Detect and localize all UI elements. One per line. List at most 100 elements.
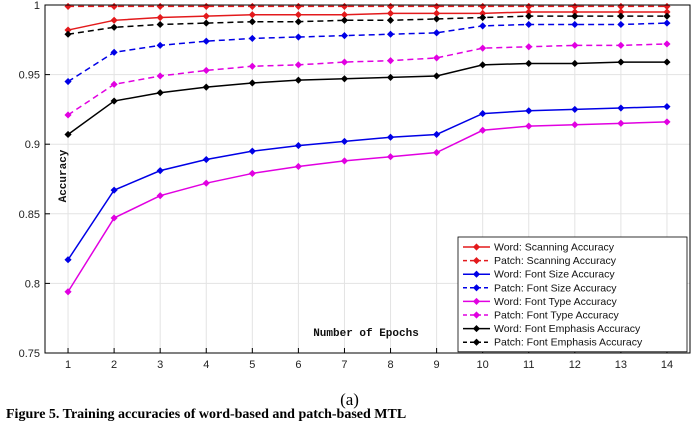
data-point <box>202 66 210 74</box>
data-point <box>386 9 395 17</box>
data-point <box>617 12 625 20</box>
data-point <box>617 119 625 127</box>
series-line <box>67 43 667 116</box>
data-point <box>617 58 625 66</box>
x-tick-label: 6 <box>295 359 301 371</box>
legend-label: Patch: Font Type Accuracy <box>494 310 619 322</box>
data-point <box>248 18 256 26</box>
legend-label: Word: Font Size Accuracy <box>494 269 615 281</box>
series-line <box>67 11 667 31</box>
data-point <box>248 62 256 70</box>
legend-item: Patch: Font Emphasis Accuracy <box>463 337 643 349</box>
data-point <box>663 19 671 27</box>
series-8 <box>64 12 671 38</box>
data-point <box>248 11 256 19</box>
data-point <box>202 179 210 187</box>
data-point <box>294 142 302 150</box>
data-point <box>110 97 118 105</box>
data-point <box>64 256 72 264</box>
legend-marker <box>472 243 481 251</box>
data-point <box>248 34 256 42</box>
legend-item: Word: Scanning Accuracy <box>463 242 615 254</box>
legend-marker <box>472 338 481 346</box>
legend-marker <box>472 270 481 278</box>
data-point <box>294 76 302 84</box>
series-line <box>67 15 667 35</box>
data-point <box>433 130 441 139</box>
data-point <box>110 16 118 24</box>
data-point <box>340 16 349 24</box>
data-point <box>386 133 395 141</box>
x-tick-label: 8 <box>387 359 393 371</box>
data-point <box>617 20 625 29</box>
data-point <box>294 18 302 26</box>
data-point <box>294 162 302 171</box>
data-point <box>64 288 72 296</box>
data-point <box>479 13 487 22</box>
data-point <box>340 157 349 165</box>
data-point <box>340 58 349 66</box>
data-point <box>571 105 579 113</box>
series-6 <box>64 40 671 119</box>
data-point <box>663 118 671 126</box>
legend-item: Patch: Scanning Accuracy <box>463 255 617 267</box>
x-axis-title: Number of Epochs <box>313 328 419 340</box>
figure-caption: Figure 5. Training accuracies of word-ba… <box>6 407 407 422</box>
y-tick-label: 0.85 <box>19 209 40 221</box>
series-7 <box>64 58 671 139</box>
data-point <box>617 104 625 112</box>
data-point <box>571 121 579 129</box>
legend-marker <box>472 297 481 305</box>
legend-marker <box>472 284 481 292</box>
legend-label: Patch: Font Size Accuracy <box>494 282 617 294</box>
legend-label: Word: Font Emphasis Accuracy <box>494 323 641 335</box>
y-axis-title: Accuracy <box>58 149 70 202</box>
data-point <box>571 59 579 68</box>
legend-box <box>457 236 688 353</box>
data-point <box>433 15 441 23</box>
data-point <box>64 130 72 139</box>
data-point <box>64 30 72 38</box>
data-point <box>525 59 533 68</box>
data-point <box>386 16 395 24</box>
data-point <box>571 12 579 20</box>
data-point <box>156 13 164 22</box>
legend-marker <box>472 311 481 319</box>
data-point <box>386 30 395 38</box>
data-point <box>571 41 579 49</box>
data-point <box>663 12 671 20</box>
data-point <box>110 80 118 88</box>
data-point <box>433 29 441 37</box>
x-tick-label: 12 <box>569 359 581 371</box>
y-tick-label: 0.95 <box>19 70 40 82</box>
series-4 <box>64 19 671 86</box>
accuracy-line-chart: 1 2 3 4 5 6 7 8 9 10 11 12 13 140.750.80.850.90.951 A… <box>19 0 691 371</box>
legend-marker <box>472 257 481 265</box>
data-point <box>433 148 441 157</box>
x-tick-label: 7 <box>341 359 347 371</box>
data-point <box>110 186 118 194</box>
data-point <box>248 169 256 177</box>
data-point <box>479 61 487 69</box>
data-point <box>340 75 349 83</box>
data-point <box>156 89 164 97</box>
data-point <box>479 44 487 52</box>
data-point <box>156 72 164 80</box>
y-tick-label: 0.8 <box>25 278 40 290</box>
series-line <box>67 121 667 293</box>
subfigure-label: (a) <box>340 390 359 409</box>
x-tick-label: 11 <box>523 359 534 371</box>
data-point <box>64 77 72 86</box>
data-point <box>156 41 164 49</box>
legend-label: Patch: Scanning Accuracy <box>494 255 617 267</box>
data-point <box>433 54 441 62</box>
x-tick-label: 2 <box>111 359 117 371</box>
legend-item: Word: Font Type Accuracy <box>463 296 617 308</box>
data-point <box>663 58 671 66</box>
data-point <box>202 37 210 45</box>
y-tick-label: 0.9 <box>25 139 40 151</box>
series-5 <box>64 118 671 296</box>
data-point <box>386 73 395 81</box>
data-point <box>571 20 579 29</box>
